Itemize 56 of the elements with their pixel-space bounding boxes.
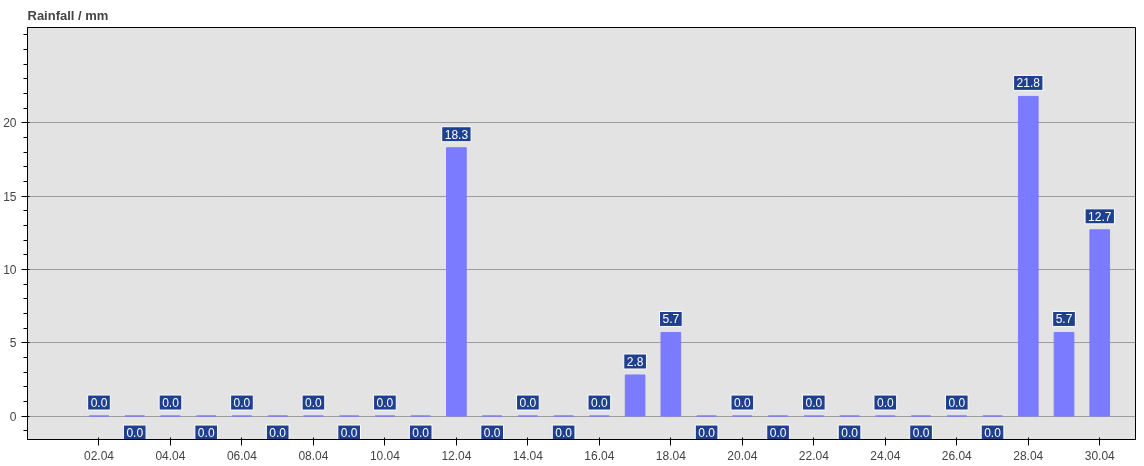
data-label: 0.0 <box>269 426 287 441</box>
data-label: 5.7 <box>1055 312 1073 327</box>
x-tick-label: 20.04 <box>727 448 758 463</box>
x-tick-label: 18.04 <box>655 448 687 463</box>
x-tick-label: 10.04 <box>369 448 401 463</box>
y-tick-label: 0 <box>9 409 17 424</box>
x-tick-label: 14.04 <box>512 448 544 463</box>
data-label: 0.0 <box>734 396 752 411</box>
data-label: 0.0 <box>233 396 251 411</box>
data-label: 0.0 <box>305 396 323 411</box>
x-tick-label: 16.04 <box>584 448 615 463</box>
bar <box>660 331 682 417</box>
bar <box>446 147 467 417</box>
data-label: 0.0 <box>483 426 501 441</box>
data-label: 21.8 <box>1016 76 1041 91</box>
bar <box>1089 229 1111 417</box>
data-label: 0.0 <box>591 396 609 411</box>
data-label: 0.0 <box>805 396 823 411</box>
data-label: 0.0 <box>126 426 144 441</box>
bar <box>624 374 646 417</box>
data-label: 0.0 <box>912 426 930 441</box>
data-label: 0.0 <box>90 396 108 411</box>
y-tick-label: 15 <box>3 189 17 204</box>
data-label: 12.7 <box>1088 209 1112 224</box>
x-tick-label: 12.04 <box>441 448 472 463</box>
data-label: 0.0 <box>162 396 180 411</box>
data-label: 0.0 <box>376 396 394 411</box>
data-label: 0.0 <box>197 426 215 441</box>
bar <box>1017 95 1039 417</box>
y-tick-label: 5 <box>9 336 17 351</box>
data-label: 0.0 <box>984 426 1002 441</box>
data-label: 18.3 <box>444 127 469 142</box>
data-label: 0.0 <box>340 426 358 441</box>
x-tick-label: 28.04 <box>1013 448 1044 463</box>
data-label: 0.0 <box>412 426 430 441</box>
data-label: 0.0 <box>948 396 966 411</box>
data-label: 5.7 <box>662 312 680 327</box>
chart-title: Rainfall / mm <box>27 7 109 23</box>
x-tick-label: 30.04 <box>1084 448 1116 463</box>
y-tick-label: 20 <box>3 116 17 131</box>
data-label: 0.0 <box>555 426 573 441</box>
data-label: 0.0 <box>876 396 894 411</box>
x-tick-label: 22.04 <box>798 448 830 463</box>
x-tick-label: 08.04 <box>298 448 329 463</box>
x-tick-label: 26.04 <box>941 448 973 463</box>
x-tick-label: 06.04 <box>226 448 258 463</box>
data-label: 0.0 <box>841 426 859 441</box>
data-label: 0.0 <box>519 396 537 411</box>
x-tick-label: 02.04 <box>83 448 115 463</box>
y-tick-label: 10 <box>3 262 17 277</box>
data-label: 0.0 <box>769 426 787 441</box>
x-tick-label: 24.04 <box>870 448 901 463</box>
data-label: 0.0 <box>698 426 716 441</box>
bar <box>1053 331 1075 417</box>
data-label: 2.8 <box>626 354 644 369</box>
x-tick-label: 04.04 <box>155 448 186 463</box>
